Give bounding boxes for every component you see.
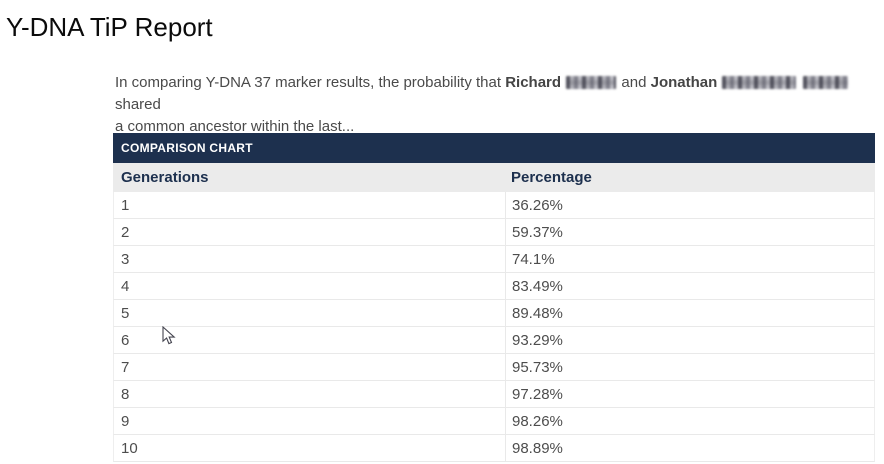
intro-line-2: a common ancestor within the last... (115, 118, 355, 135)
generation-cell: 9 (114, 408, 506, 434)
generation-cell: 8 (114, 381, 506, 407)
table-row: 2 59.37% (113, 219, 875, 246)
generation-cell: 3 (114, 246, 506, 272)
generation-cell: 4 (114, 273, 506, 299)
percentage-cell: 59.37% (512, 223, 563, 241)
percentage-cell: 98.89% (512, 439, 563, 457)
table-row: 6 93.29% (113, 327, 875, 354)
intro-line-1: In comparing Y-DNA 37 marker results, th… (115, 72, 881, 116)
table-row: 7 95.73% (113, 354, 875, 381)
page-title: Y-DNA TiP Report (6, 12, 213, 42)
table-row: 5 89.48% (113, 300, 875, 327)
generation-cell: 1 (114, 192, 506, 218)
redacted-name-block (722, 76, 797, 89)
percentage-cell: 74.1% (512, 250, 555, 268)
percentage-cell: 95.73% (512, 358, 563, 376)
intro-connector: and (621, 74, 647, 91)
table-row: 4 83.49% (113, 273, 875, 300)
table-caption: COMPARISON CHART (121, 141, 253, 155)
column-header-generations: Generations (121, 169, 209, 186)
redacted-name-block (802, 76, 848, 89)
column-header-percentage: Percentage (511, 169, 592, 186)
generation-cell: 7 (114, 354, 506, 380)
percentage-cell: 93.29% (512, 331, 563, 349)
percentage-cell: 97.28% (512, 385, 563, 403)
generation-cell: 2 (114, 219, 506, 245)
table-row: 10 98.89% (113, 435, 875, 462)
intro-text: In comparing Y-DNA 37 marker results, th… (115, 74, 502, 91)
intro-paragraph: In comparing Y-DNA 37 marker results, th… (115, 72, 881, 138)
table-row: 9 98.26% (113, 408, 875, 435)
table-row: 1 36.26% (113, 192, 875, 219)
percentage-cell: 36.26% (512, 196, 563, 214)
generation-cell: 5 (114, 300, 506, 326)
generation-cell: 10 (114, 435, 506, 461)
percentage-cell: 83.49% (512, 277, 563, 295)
percentage-cell: 89.48% (512, 304, 563, 322)
table-row: 8 97.28% (113, 381, 875, 408)
mouse-cursor-icon (162, 325, 176, 351)
table-header-row: Generations Percentage (113, 163, 875, 192)
redacted-name-block (566, 76, 617, 89)
comparison-table: COMPARISON CHART Generations Percentage … (113, 133, 875, 462)
intro-text: shared (115, 96, 161, 113)
generation-cell: 6 (114, 327, 506, 353)
person-name-1: Richard (505, 74, 562, 91)
percentage-cell: 98.26% (512, 412, 563, 430)
table-row: 3 74.1% (113, 246, 875, 273)
table-caption-bar: COMPARISON CHART (113, 133, 875, 163)
person-name-2: Jonathan (650, 74, 718, 91)
